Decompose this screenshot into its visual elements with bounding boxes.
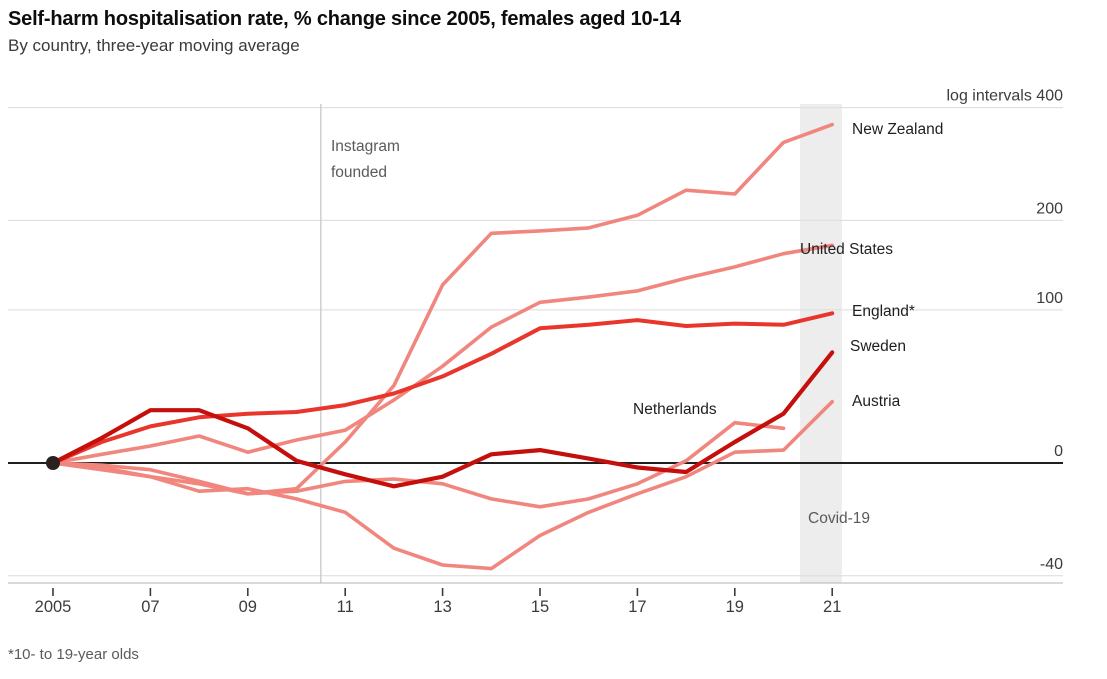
series-label-united-states: United States [800,241,893,258]
series-line-austria [51,399,835,571]
x-axis-tick-label: 13 [433,598,451,616]
series-label-sweden: Sweden [850,338,906,355]
series-label-new-zealand: New Zealand [852,121,943,138]
x-axis-tick-label: 15 [531,598,549,616]
start-dot [46,456,60,470]
covid-band [800,104,842,583]
instagram-annotation: founded [331,164,387,181]
y-axis-label: log intervals 400 [946,88,1063,105]
chart-title: Self-harm hospitalisation rate, % change… [8,8,681,30]
series-line-netherlands [51,420,786,509]
x-axis-tick-label: 09 [239,598,257,616]
series-label-england: England* [852,303,915,320]
instagram-annotation: Instagram [331,138,400,155]
x-axis-tick-label: 07 [141,598,159,616]
series-label-netherlands: Netherlands [633,401,717,418]
series-line-new-zealand [51,122,835,496]
x-axis-tick-label: 21 [823,598,841,616]
x-axis-tick-label: 19 [726,598,744,616]
chart-subtitle: By country, three-year moving average [8,36,300,55]
x-axis-tick-label: 11 [337,598,354,616]
series-line-england [51,311,835,465]
y-axis-label: -40 [1040,556,1063,573]
x-axis-tick-label: 17 [628,598,646,616]
y-axis-label: 200 [1036,200,1063,217]
x-axis-tick-label: 2005 [35,598,72,616]
series-label-austria: Austria [852,393,901,410]
series-line-sweden [50,350,835,489]
series-line-united-states [51,243,835,465]
y-axis-label: 100 [1036,290,1063,307]
y-axis-label: 0 [1054,443,1063,460]
covid-annotation: Covid-19 [808,510,870,527]
chart-footnote: *10- to 19-year olds [8,646,139,663]
